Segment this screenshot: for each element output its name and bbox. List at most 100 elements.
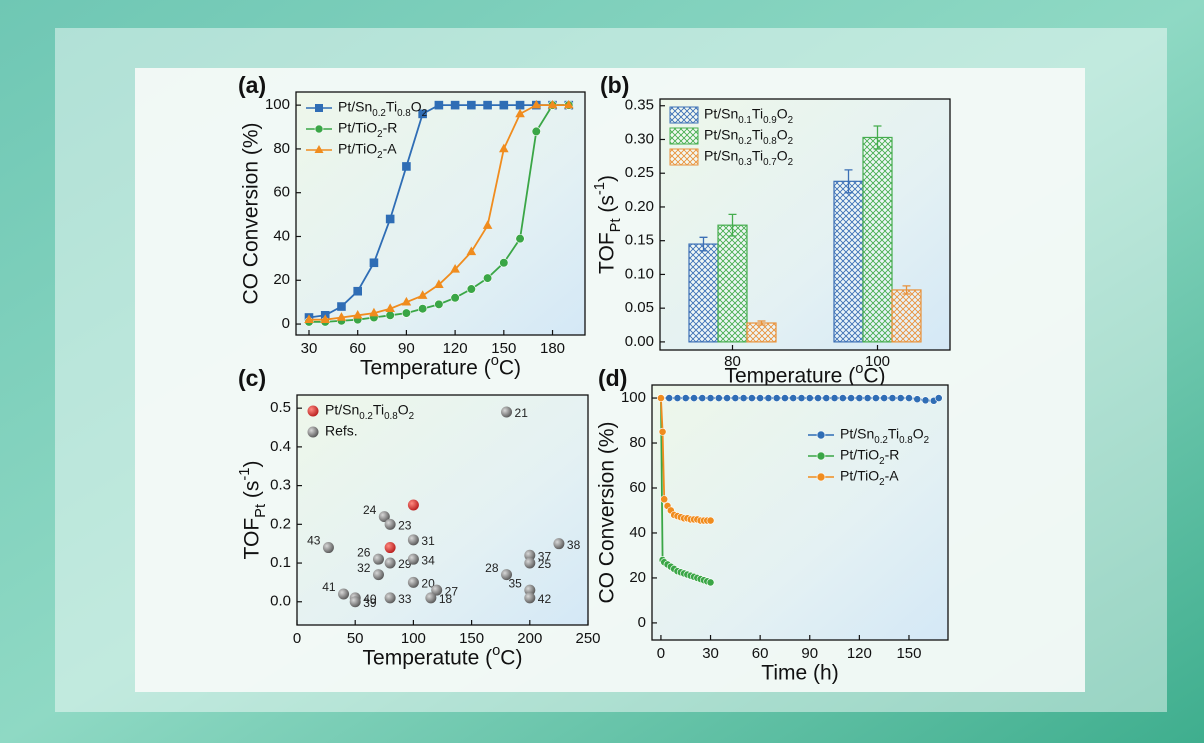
bar xyxy=(746,322,777,343)
marker xyxy=(482,220,493,229)
bar xyxy=(862,136,893,343)
y-tick-label: 0.2 xyxy=(270,515,291,532)
marker xyxy=(731,394,740,402)
legend-marker xyxy=(816,472,826,482)
y-tick-label: 0.10 xyxy=(625,265,654,282)
marker xyxy=(499,100,509,110)
legend-label: Pt/TiO2-R xyxy=(338,120,397,140)
point xyxy=(431,584,443,596)
y-tick-label: 0 xyxy=(282,315,290,332)
x-tick-label: 150 xyxy=(896,645,921,662)
x-tick-label: 90 xyxy=(398,340,415,357)
marker xyxy=(706,394,715,402)
y-tick-label: 0.5 xyxy=(270,399,291,416)
point xyxy=(524,557,536,569)
marker xyxy=(483,100,492,110)
x-axis-label: Time (h) xyxy=(761,662,838,685)
point xyxy=(322,542,334,554)
y-tick-label: 0.25 xyxy=(625,164,654,181)
point-label: 37 xyxy=(538,549,552,563)
point-label: 18 xyxy=(439,592,453,606)
marker xyxy=(304,314,314,323)
point-label: 32 xyxy=(357,561,371,575)
x-tick-label: 120 xyxy=(847,645,872,662)
marker xyxy=(336,312,347,321)
marker xyxy=(402,162,411,171)
marker xyxy=(723,394,731,402)
marker xyxy=(888,394,897,402)
point-label: 38 xyxy=(567,538,581,552)
marker xyxy=(657,394,665,402)
point xyxy=(553,538,565,550)
marker xyxy=(921,396,930,405)
marker xyxy=(467,100,476,110)
marker xyxy=(764,394,773,402)
y-tick-label: 0.35 xyxy=(625,97,654,114)
y-tick-label: 0.0 xyxy=(270,593,291,610)
marker xyxy=(772,394,781,402)
point-label: 26 xyxy=(357,545,371,559)
marker xyxy=(401,308,412,318)
x-tick-label: 60 xyxy=(752,645,769,662)
y-tick-label: 0.1 xyxy=(270,554,291,571)
marker xyxy=(369,307,379,317)
panel-label: (b) xyxy=(600,72,629,98)
point xyxy=(384,518,396,530)
y-tick-label: 0.4 xyxy=(270,438,291,455)
error-bar xyxy=(757,320,766,326)
marker xyxy=(418,304,428,314)
point-label: 20 xyxy=(421,577,435,591)
point xyxy=(407,576,419,588)
marker xyxy=(531,99,542,109)
legend-marker xyxy=(307,426,319,438)
legend-swatch xyxy=(669,148,699,166)
x-tick-label: 30 xyxy=(301,340,318,357)
panel-label: (a) xyxy=(238,72,266,98)
marker xyxy=(847,394,855,402)
marker xyxy=(739,394,748,402)
x-tick-label: 180 xyxy=(540,340,565,357)
x-tick-label: 60 xyxy=(349,340,366,357)
marker xyxy=(789,394,798,402)
point xyxy=(384,557,396,569)
legend-swatch xyxy=(669,106,699,124)
marker xyxy=(417,290,428,299)
y-axis-label: CO Conversion (%) xyxy=(240,122,263,304)
marker xyxy=(515,234,525,244)
error-bar xyxy=(699,236,708,252)
marker xyxy=(385,303,395,313)
marker xyxy=(466,284,476,294)
legend-marker xyxy=(314,145,324,153)
point-label: 42 xyxy=(538,592,552,606)
legend-label: Pt/TiO2-A xyxy=(840,468,899,488)
x-tick-label: 250 xyxy=(575,630,600,647)
marker xyxy=(369,258,379,268)
x-tick-label: 0 xyxy=(657,645,665,662)
marker xyxy=(830,394,839,402)
point xyxy=(378,511,390,523)
x-tick-label: 100 xyxy=(401,630,426,647)
x-tick-label: 0 xyxy=(293,630,301,647)
x-tick-label: 120 xyxy=(443,340,468,357)
marker xyxy=(706,516,715,525)
point xyxy=(372,553,384,565)
marker xyxy=(880,394,889,402)
marker xyxy=(822,394,831,402)
marker xyxy=(515,100,525,110)
point-label: 43 xyxy=(307,534,321,548)
marker xyxy=(515,108,525,118)
point xyxy=(384,592,396,604)
point xyxy=(338,588,350,600)
legend-label: Refs. xyxy=(325,423,358,439)
point-label: 24 xyxy=(363,503,377,517)
plot-frame xyxy=(659,98,951,351)
marker xyxy=(855,394,864,402)
plot-area xyxy=(652,385,948,640)
legend-swatch xyxy=(669,127,699,145)
y-tick-label: 0.00 xyxy=(625,333,654,350)
marker xyxy=(714,394,723,402)
marker xyxy=(660,495,669,504)
marker xyxy=(756,394,765,402)
marker xyxy=(706,578,715,587)
point-label: 34 xyxy=(421,553,435,567)
